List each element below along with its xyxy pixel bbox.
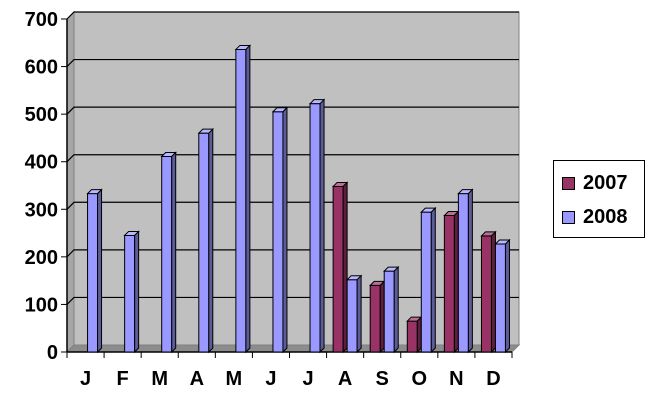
- x-tick-label: S: [376, 368, 389, 390]
- bar-front: [494, 243, 506, 353]
- bar-front: [383, 270, 395, 353]
- bar-front: [406, 320, 418, 353]
- x-tick-label: J: [265, 368, 276, 390]
- gridline: [66, 58, 519, 67]
- bar-front: [369, 284, 381, 353]
- bar-front: [346, 279, 358, 353]
- x-tick-label: J: [302, 368, 313, 390]
- gridline: [66, 106, 519, 115]
- bar-2008-M: [234, 44, 252, 354]
- legend-label-2007: 2007: [583, 171, 628, 194]
- x-tick-label: J: [80, 368, 91, 390]
- bar-front: [87, 193, 99, 353]
- bar-2008-J: [86, 188, 103, 354]
- bar-front: [420, 211, 432, 353]
- bar-side: [379, 280, 385, 354]
- bar-front: [272, 111, 284, 353]
- y-tick-label: 100: [25, 294, 58, 316]
- y-tick-label: 600: [25, 57, 58, 79]
- bar-front: [443, 214, 455, 353]
- bar-side: [171, 151, 177, 354]
- bar-side: [97, 188, 103, 354]
- x-tick-label: A: [338, 368, 352, 390]
- bar-side: [319, 98, 325, 354]
- bar-2008-S: [383, 265, 400, 354]
- bar-side: [282, 106, 288, 354]
- bar-2008-D: [494, 238, 511, 354]
- bar-front: [457, 193, 469, 353]
- gridline: [66, 11, 519, 20]
- bar-2008-J: [271, 106, 289, 354]
- x-tick-label: N: [449, 368, 463, 390]
- legend-item-2008: 2008: [562, 205, 628, 229]
- x-tick-label: D: [486, 368, 500, 390]
- bar-front: [332, 185, 344, 353]
- legend-item-2007: 2007: [562, 171, 628, 195]
- bar-side: [453, 210, 459, 354]
- legend-swatch-2007: [562, 176, 575, 190]
- y-tick-label: 200: [25, 247, 58, 269]
- bar-side: [430, 206, 436, 354]
- bar-front: [235, 48, 247, 353]
- bar-2007-O: [406, 315, 423, 354]
- bar-2008-N: [457, 188, 474, 354]
- bar-2008-F: [123, 230, 140, 354]
- y-tick-label: 400: [25, 152, 58, 174]
- bar-side: [467, 188, 473, 354]
- bar-side: [245, 44, 251, 354]
- bar-side: [208, 127, 214, 354]
- bar-2007-A: [331, 181, 349, 354]
- gridline: [66, 249, 519, 258]
- bar-2007-N: [443, 210, 460, 354]
- bar-side: [504, 238, 510, 354]
- y-tick-label: 300: [25, 199, 58, 221]
- bar-front: [480, 235, 492, 353]
- x-tick-label: F: [117, 368, 129, 390]
- bar-2007-S: [369, 280, 386, 354]
- y-tick-label: 700: [25, 9, 58, 31]
- bar-side: [356, 274, 362, 354]
- bar-side: [490, 230, 496, 354]
- legend-swatch-2008: [562, 210, 575, 224]
- bar-2007-D: [480, 230, 497, 354]
- bar-front: [124, 234, 136, 353]
- legend: 2007 2008: [553, 160, 645, 238]
- bar-2008-M: [160, 151, 177, 354]
- bar-2008-O: [420, 206, 437, 354]
- gridline: [66, 154, 519, 163]
- bar-2008-A: [345, 274, 363, 354]
- y-tick-label: 500: [25, 104, 58, 126]
- x-tick-label: M: [151, 368, 168, 390]
- bar-side: [342, 181, 348, 354]
- x-tick-label: O: [412, 368, 428, 390]
- bar-side: [134, 230, 140, 354]
- bar-front: [161, 155, 173, 353]
- bar-front: [198, 132, 210, 353]
- bar-side: [393, 265, 399, 354]
- x-tick-label: M: [226, 368, 243, 390]
- bar-2008-J: [308, 98, 326, 354]
- legend-label-2008: 2008: [583, 205, 628, 228]
- bar-side: [416, 315, 422, 354]
- y-tick-label: 0: [47, 342, 58, 364]
- x-tick-label: A: [190, 368, 204, 390]
- bar-front: [309, 103, 321, 353]
- gridline: [66, 201, 519, 210]
- bar-2008-A: [197, 127, 214, 354]
